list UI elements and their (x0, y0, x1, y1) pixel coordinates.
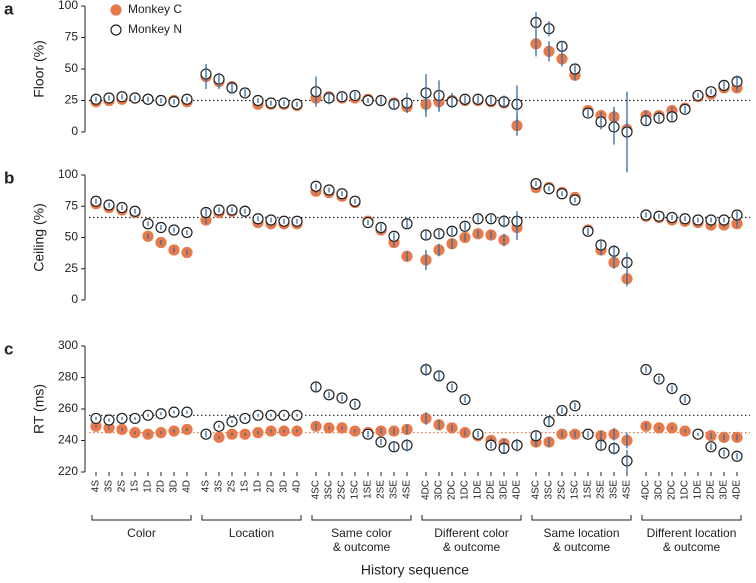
x-tick-label: 1S (240, 480, 251, 493)
x-tick-label: 4DE (512, 480, 523, 500)
x-tick-label: 4SE (402, 480, 413, 499)
x-tick-label: 4DC (421, 480, 432, 500)
y-tick-label: 260 (58, 401, 78, 415)
group-label: & outcome (443, 540, 501, 554)
x-tick-label: 3DE (719, 480, 730, 500)
x-tick-label: 1SE (363, 480, 374, 499)
y-tick-label: 100 (58, 0, 78, 12)
x-tick-label: 3S (104, 480, 115, 493)
legend-marker (110, 4, 122, 16)
panel-label: b (4, 168, 14, 187)
legend-label: Monkey C (128, 2, 182, 16)
x-tick-label: 4DE (732, 480, 743, 500)
panel-label: c (4, 339, 13, 358)
x-tick-label: 1SC (570, 480, 581, 499)
group-label: Different color (434, 526, 508, 540)
x-tick-label: 3SC (544, 480, 555, 499)
x-tick-label: 4S (201, 480, 212, 493)
x-tick-label: 4S (91, 480, 102, 493)
x-tick-label: 3DE (499, 480, 510, 500)
group-bracket (201, 515, 302, 521)
y-tick-label: 220 (58, 464, 78, 478)
x-tick-label: 4SE (622, 480, 633, 499)
x-tick-label: 1DC (460, 480, 471, 500)
panel-label: a (4, 0, 14, 18)
group-label: & outcome (553, 540, 611, 554)
x-axis-title: History sequence (361, 562, 469, 578)
x-tick-label: 2D (266, 480, 277, 493)
group-bracket (421, 515, 522, 521)
x-tick-label: 2SC (337, 480, 348, 499)
x-tick-label: 4SC (311, 480, 322, 499)
x-tick-label: 3S (214, 480, 225, 493)
x-tick-label: 2SE (376, 480, 387, 499)
x-tick-label: 2D (156, 480, 167, 493)
x-tick-label: 1SC (350, 480, 361, 499)
y-tick-label: 280 (58, 370, 78, 384)
x-tick-label: 1D (253, 480, 264, 493)
x-tick-label: 2SE (596, 480, 607, 499)
x-tick-label: 3DC (654, 480, 665, 500)
x-tick-label: 2DC (667, 480, 678, 500)
y-tick-label: 50 (65, 230, 79, 244)
x-tick-label: 1DC (680, 480, 691, 500)
group-label: Same location (543, 526, 619, 540)
group-label: & outcome (333, 540, 391, 554)
x-tick-label: 3SE (609, 480, 620, 499)
y-tick-label: 300 (58, 338, 78, 352)
y-tick-label: 0 (71, 292, 78, 306)
y-tick-label: 75 (65, 30, 79, 44)
x-tick-label: 2DE (486, 480, 497, 500)
y-tick-label: 0 (71, 124, 78, 138)
y-axis-title: Floor (%) (31, 40, 47, 98)
group-bracket (311, 515, 412, 521)
x-tick-label: 1SE (583, 480, 594, 499)
x-tick-label: 4DC (641, 480, 652, 500)
x-tick-label: 3D (279, 480, 290, 493)
group-label: Location (229, 526, 274, 540)
x-tick-label: 1DE (473, 480, 484, 500)
x-tick-label: 1D (143, 480, 154, 493)
legend-marker (110, 24, 122, 36)
y-axis-title: RT (ms) (31, 384, 47, 434)
x-tick-label: 3SE (389, 480, 400, 499)
group-label: & outcome (663, 540, 721, 554)
legend-label: Monkey N (128, 22, 182, 36)
group-bracket (91, 515, 192, 521)
group-label: Same color (331, 526, 392, 540)
x-tick-label: 4D (292, 480, 303, 493)
group-bracket (531, 515, 632, 521)
x-tick-label: 4SC (531, 480, 542, 499)
x-tick-label: 2DE (706, 480, 717, 500)
x-tick-label: 1DE (693, 480, 704, 500)
y-tick-label: 100 (58, 167, 78, 181)
y-axis-title: Ceiling (%) (31, 203, 47, 271)
x-tick-label: 3SC (324, 480, 335, 499)
x-tick-label: 2SC (557, 480, 568, 499)
y-tick-label: 50 (65, 61, 79, 75)
y-tick-label: 75 (65, 198, 79, 212)
y-tick-label: 240 (58, 433, 78, 447)
x-tick-label: 3DC (434, 480, 445, 500)
x-tick-label: 2S (227, 480, 238, 493)
x-tick-label: 1S (130, 480, 141, 493)
x-tick-label: 3D (169, 480, 180, 493)
group-label: Different location (647, 526, 737, 540)
y-tick-label: 25 (65, 93, 79, 107)
x-tick-label: 2DC (447, 480, 458, 500)
group-label: Color (127, 526, 156, 540)
x-tick-label: 4D (182, 480, 193, 493)
group-bracket (641, 515, 742, 521)
y-tick-label: 25 (65, 261, 79, 275)
x-tick-label: 2S (117, 480, 128, 493)
